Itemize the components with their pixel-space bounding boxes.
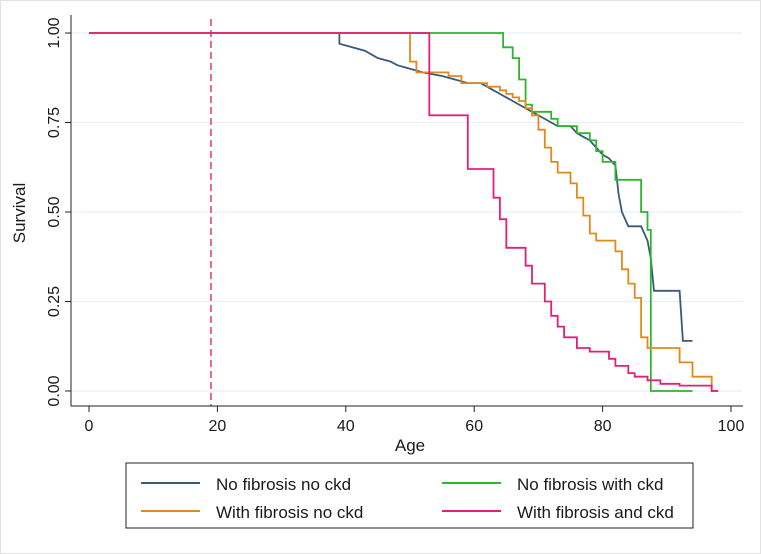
- series-line-with-fibrosis-and-ckd: [89, 32, 719, 392]
- y-tick-label-0: 0.00: [46, 375, 63, 406]
- legend-box: [125, 462, 694, 529]
- series-group: [89, 32, 719, 392]
- legend-label-with-fibrosis-and-ckd: With fibrosis and ckd: [517, 503, 674, 522]
- y-tick-label-4: 1.00: [46, 17, 63, 48]
- y-axis-title: Survival: [10, 183, 29, 243]
- y-tick-label-3: 0.75: [46, 107, 63, 138]
- series-line-with-fibrosis-no-ckd: [89, 32, 719, 392]
- x-tick-label-5: 100: [718, 418, 745, 435]
- x-tick-label-2: 40: [337, 418, 355, 435]
- x-tick-label-4: 80: [594, 418, 612, 435]
- y-tick-label-2: 0.50: [46, 196, 63, 227]
- y-tick-label-1: 0.25: [46, 286, 63, 317]
- series-line-no-fibrosis-no-ckd: [89, 32, 693, 342]
- x-tick-label-3: 60: [465, 418, 483, 435]
- x-tick-label-0: 0: [85, 418, 94, 435]
- series-line-no-fibrosis-with-ckd: [89, 32, 693, 392]
- axes-group: 0 20 40 60 80 100 0.00 0.25 0.50 0.75 1.00: [46, 15, 744, 435]
- legend: No fibrosis no ckd No fibrosis with ckd …: [125, 462, 694, 529]
- legend-label-with-fibrosis-no-ckd: With fibrosis no ckd: [216, 503, 363, 522]
- legend-label-no-fibrosis-with-ckd: No fibrosis with ckd: [517, 475, 663, 494]
- legend-label-no-fibrosis-no-ckd: No fibrosis no ckd: [216, 475, 351, 494]
- x-axis-title: Age: [395, 436, 425, 455]
- x-tick-label-1: 20: [209, 418, 227, 435]
